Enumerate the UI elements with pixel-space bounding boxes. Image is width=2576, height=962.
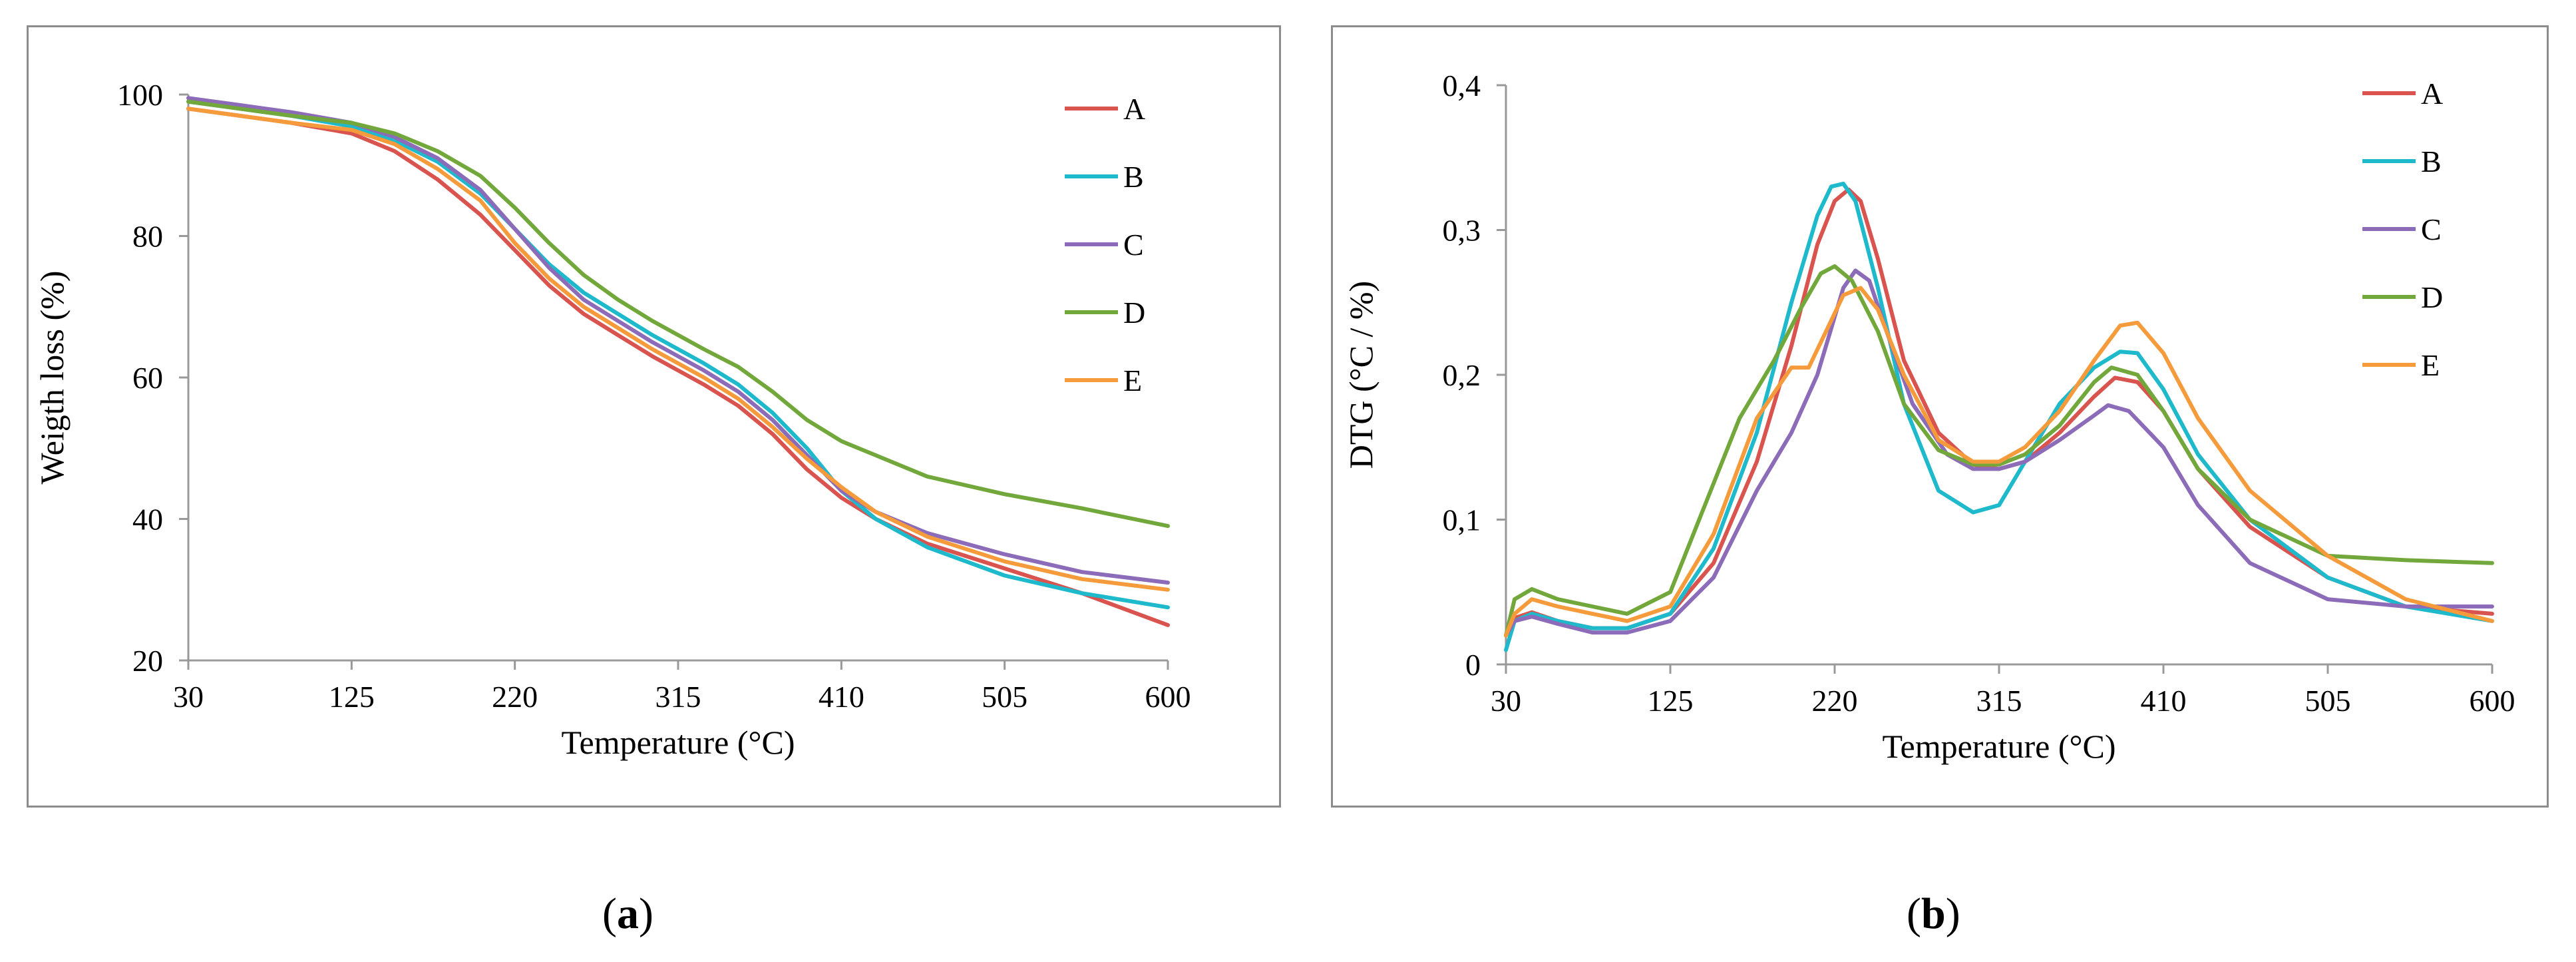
chart-panel-a-frame: [27, 25, 1281, 808]
series-line-d: [1504, 264, 2494, 638]
chart-b: 0 0,1 0,2 0,3 0,4 30 125 220 315 410 505 600 Tempera…: [1342, 69, 2515, 765]
x-tick-label: 410: [819, 680, 864, 714]
legend-label-a: A: [1123, 92, 1145, 126]
series-line-a: [186, 107, 1170, 627]
x-tick-label: 505: [982, 680, 1027, 714]
series-line-c: [1504, 268, 2494, 638]
y-tick-label: 40: [132, 503, 163, 537]
legend-label-e: E: [1123, 363, 1142, 397]
series-line-b: [186, 99, 1170, 610]
y-axis-title: Weigth loss (%): [33, 271, 71, 485]
x-axis-title: Temperature (°C): [1882, 728, 2116, 765]
x-tick-label: 220: [1812, 684, 1858, 718]
x-tick-label: 600: [2470, 684, 2515, 718]
x-tick-label: 600: [1145, 680, 1191, 714]
y-tick-label: 0: [1465, 648, 1481, 682]
x-tick-label: 505: [2305, 684, 2351, 718]
chart-a: 20 40 60 80 100 30 125 220 315 410 505 600 Temperatu…: [33, 78, 1191, 761]
x-tick-label: 125: [1648, 684, 1694, 718]
series-line-b: [1504, 181, 2494, 652]
series-line-c: [186, 96, 1170, 585]
x-tick-label: 410: [2141, 684, 2187, 718]
y-tick-label: 60: [132, 361, 163, 395]
series-line-e: [1504, 286, 2494, 638]
legend-label-d: D: [1123, 296, 1145, 330]
x-tick-label: 220: [492, 680, 538, 714]
legend-label-c: C: [2421, 212, 2442, 246]
y-tick-label: 80: [132, 220, 163, 254]
y-tick-label: 20: [132, 644, 163, 678]
x-tick-label: 315: [1976, 684, 2022, 718]
legend-label-c: C: [1123, 228, 1144, 262]
y-tick-label: 100: [117, 78, 163, 112]
x-tick-label: 30: [173, 680, 204, 714]
panel-label-a: (a): [602, 889, 653, 938]
legend-label-e: E: [2421, 348, 2440, 382]
legend-label-a: A: [2421, 77, 2443, 111]
series-line-d: [186, 99, 1170, 529]
x-tick-label: 125: [329, 680, 375, 714]
x-axis-title: Temperature (°C): [561, 724, 795, 761]
x-tick-label: 30: [1491, 684, 1521, 718]
legend-label-d: D: [2421, 280, 2443, 314]
panel-label-b: (b): [1907, 889, 1960, 938]
series-line-a: [1504, 187, 2494, 638]
y-axis-title: DTG (°C / %): [1342, 281, 1380, 469]
legend-label-b: B: [1123, 160, 1144, 194]
y-tick-label: 0,4: [1443, 69, 1481, 103]
chart-panel-b-frame: [1331, 25, 2549, 808]
y-tick-label: 0,1: [1443, 503, 1481, 537]
x-tick-label: 315: [655, 680, 701, 714]
legend-label-b: B: [2421, 144, 2442, 178]
y-tick-label: 0,2: [1443, 358, 1481, 392]
y-tick-label: 0,3: [1443, 214, 1481, 248]
series-line-e: [186, 107, 1170, 592]
